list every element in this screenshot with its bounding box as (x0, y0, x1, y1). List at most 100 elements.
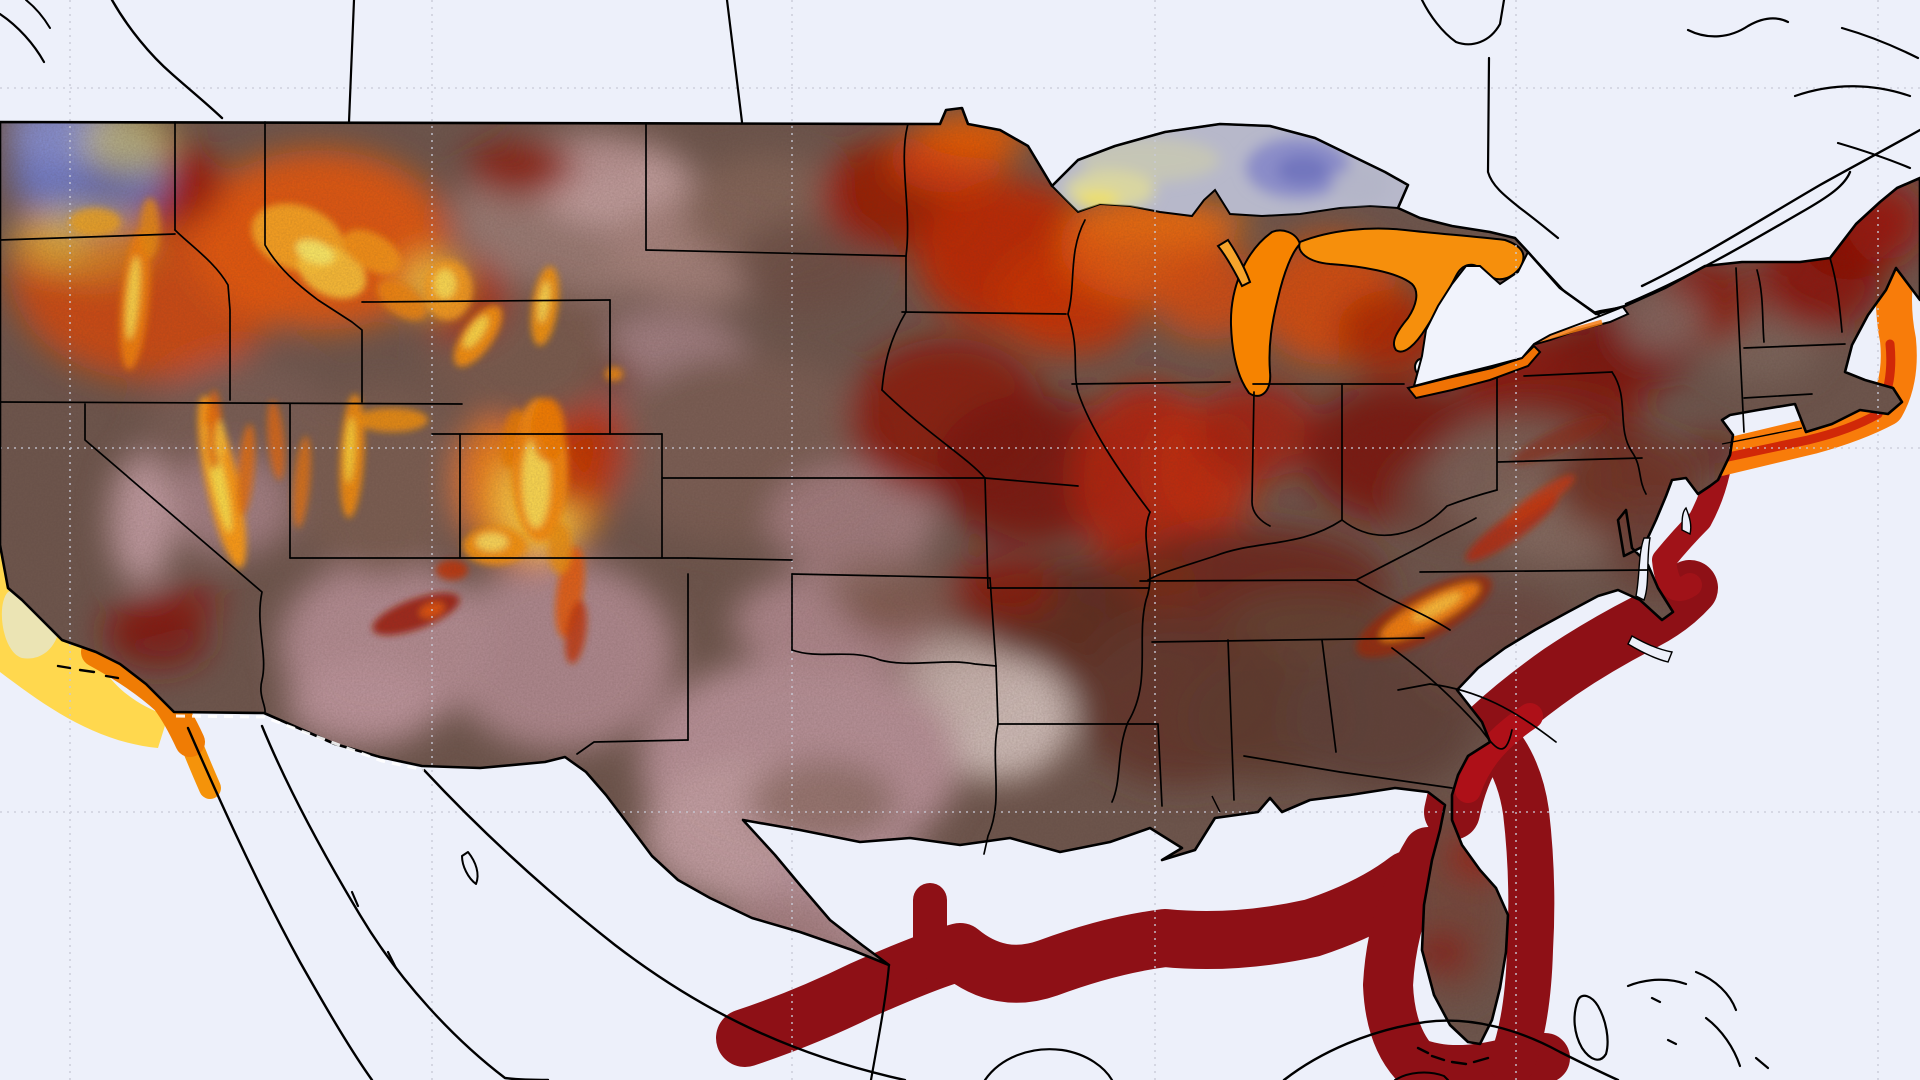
state-border-line (264, 121, 363, 403)
state-border-line (791, 649, 997, 667)
state-border-line (1157, 723, 1163, 807)
coastline (1486, 56, 1560, 240)
state-border-line (1067, 313, 1151, 513)
coastline (1416, 1046, 1430, 1055)
state-border-line (901, 311, 1067, 315)
coastline (1840, 26, 1920, 60)
coastline (1472, 1056, 1490, 1064)
state-border-line (645, 249, 907, 257)
state-border-line (1497, 457, 1643, 463)
coastline (1282, 1019, 1620, 1080)
state-border-line (903, 123, 909, 257)
coastline (869, 963, 891, 1080)
coastline (461, 851, 479, 885)
coastline (78, 668, 96, 674)
coastal-band (716, 851, 1437, 1067)
coastline (1694, 970, 1738, 1012)
coastal-bays (1211, 427, 1803, 813)
state-border-line (1523, 371, 1613, 377)
state-border-line (576, 739, 689, 755)
coastline (25, 0, 51, 29)
state-border-line (984, 477, 1079, 487)
bay-sliver (1211, 795, 1221, 813)
coastline (1430, 1054, 1446, 1062)
us-border (0, 106, 1920, 1046)
lake-temp-blob (1332, 167, 1388, 203)
state-border-line (1611, 371, 1647, 495)
state-border-line (1147, 519, 1343, 581)
state-border-line (1139, 579, 1357, 582)
coastline (110, 0, 224, 120)
coastline (347, 0, 356, 124)
coastline (1666, 1038, 1678, 1046)
state-border-line (881, 389, 986, 479)
state-border-line (791, 573, 991, 579)
state-border-line (1355, 517, 1477, 581)
lake-superior-temps (1065, 138, 1388, 210)
state-border-line (1743, 393, 1813, 399)
state-border-line (1419, 569, 1649, 573)
state-border-line (1251, 391, 1271, 527)
green-bay (1216, 238, 1252, 288)
coastline (422, 768, 907, 1080)
state-border-line (1397, 683, 1557, 743)
state-border-line (1227, 639, 1235, 801)
state-border-line (995, 665, 999, 725)
state-border-line (1151, 637, 1425, 643)
state-border-line (881, 311, 907, 391)
coastline (104, 674, 120, 680)
coastline (1420, 0, 1506, 46)
coastal-band (1652, 460, 1730, 601)
coastline (1450, 1060, 1468, 1066)
state-border-line (1067, 219, 1086, 315)
state-border-line (1756, 269, 1765, 343)
state-border-line (0, 233, 176, 241)
state-border-line (983, 723, 999, 855)
coastline (1836, 141, 1912, 170)
state-border-line (984, 477, 989, 589)
coastline (1704, 1016, 1742, 1068)
state-border-line (1735, 267, 1745, 433)
state-border-line (687, 557, 793, 561)
state-border-line (1355, 579, 1451, 631)
great-lakes (1050, 122, 1630, 400)
lake-temp-blob (1277, 155, 1329, 185)
bay-sliver (1721, 427, 1803, 445)
coastline (1626, 978, 1688, 988)
state-border-line (1829, 257, 1843, 333)
coastal-band (883, 883, 947, 989)
coastal-band (1475, 719, 1555, 1080)
state-border-line (1111, 511, 1151, 803)
state-border-line (361, 299, 611, 303)
coastline (350, 890, 360, 908)
coastline (1573, 994, 1609, 1061)
state-border-line (1391, 647, 1513, 750)
bay-sliver (1635, 537, 1651, 601)
state-borders (0, 121, 1846, 855)
state-border-line (989, 577, 997, 667)
coastline (1394, 1071, 1449, 1080)
coastline (386, 950, 398, 970)
coastline (983, 1048, 1114, 1080)
state-border-line (84, 403, 266, 713)
lake-temp-blob (1076, 192, 1120, 208)
coastline (0, 12, 46, 64)
state-border-line (0, 401, 463, 405)
coastline (725, 0, 744, 124)
coastline (56, 664, 72, 670)
state-border-line (1071, 381, 1231, 385)
coastal-band (1455, 703, 1543, 803)
bay-sliver (1627, 635, 1673, 663)
bay-sliver (1681, 506, 1692, 536)
us-mexico-border-dash (175, 714, 425, 772)
state-border-line (1743, 343, 1846, 349)
state-border-line (1243, 755, 1453, 789)
lake-erie (1406, 344, 1542, 400)
coastline (186, 726, 374, 1080)
coastal-band (1363, 827, 1570, 1080)
coastline (1650, 996, 1662, 1004)
lake-ontario-warm-rim (1537, 319, 1603, 343)
